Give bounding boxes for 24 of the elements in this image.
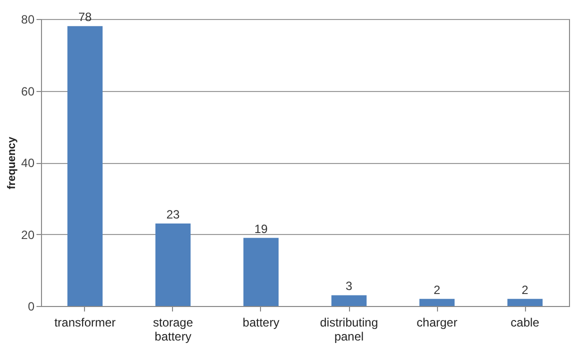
data-label: 3: [346, 279, 353, 294]
y-tick-label: 60: [21, 84, 35, 98]
x-tick-label: battery: [242, 316, 280, 330]
bar: [155, 223, 191, 306]
y-tick-label: 80: [21, 12, 35, 26]
x-tick-label: distributing panel: [320, 316, 378, 344]
x-tick-label: transformer: [54, 316, 116, 330]
y-tick-label: 0: [28, 300, 35, 314]
data-label: 2: [522, 282, 529, 297]
y-tick-label: 20: [21, 228, 35, 242]
bar: [419, 298, 455, 306]
bar: [331, 295, 367, 306]
y-axis-title: frequency: [6, 136, 18, 190]
data-label: 19: [254, 222, 268, 236]
bar: [67, 26, 103, 306]
x-tick-label: storage battery: [152, 316, 194, 344]
data-label: 23: [166, 207, 180, 222]
x-tick-label: cable: [510, 316, 540, 330]
y-tick-label: 40: [21, 156, 35, 170]
data-label: 78: [78, 10, 92, 24]
bar: [243, 238, 279, 306]
x-tick-label: charger: [416, 316, 458, 330]
data-label: 2: [434, 282, 441, 297]
bar: [507, 298, 543, 306]
